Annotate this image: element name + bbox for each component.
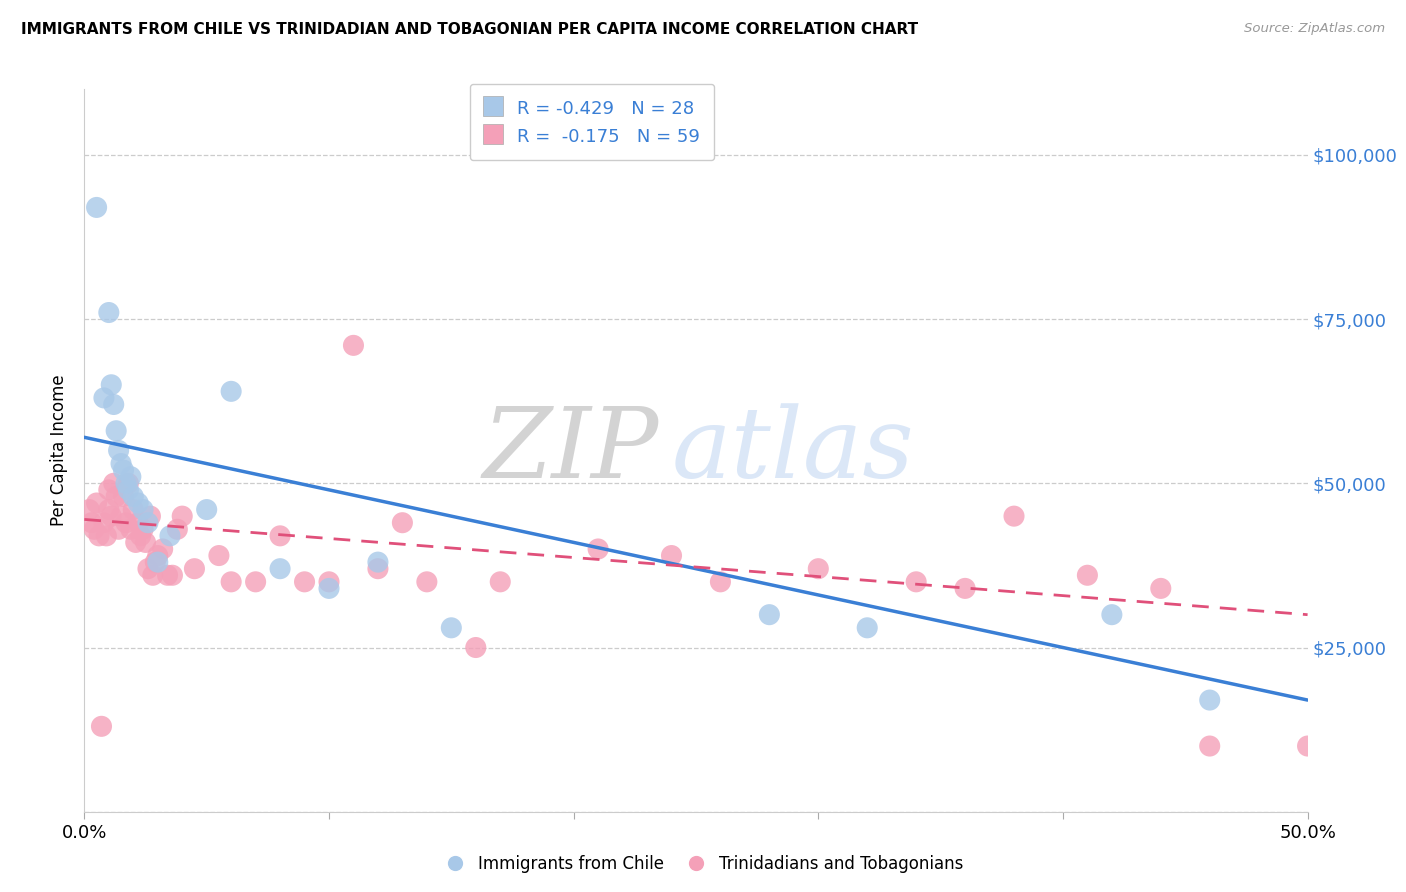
Point (105, 424, 128, 438)
Point (807, 562, 830, 576)
Point (586, 541, 609, 556)
Point (97, 305, 120, 319)
Point (152, 541, 174, 556)
Point (110, 457, 132, 471)
Text: ZIP: ZIP (484, 403, 659, 498)
Point (100, 377, 122, 392)
Point (129, 529, 152, 543)
Point (115, 476, 138, 491)
Point (219, 384, 242, 399)
Point (1101, 607, 1123, 622)
Legend: R = -0.429   N = 28, R =  -0.175   N = 59: R = -0.429 N = 28, R = -0.175 N = 59 (470, 84, 714, 161)
Point (318, 574, 340, 589)
Point (440, 621, 463, 635)
Point (112, 463, 135, 477)
Y-axis label: Per Capita Income: Per Capita Income (51, 375, 69, 526)
Point (125, 535, 148, 549)
Point (132, 522, 155, 536)
Point (136, 562, 159, 576)
Point (120, 522, 142, 536)
Point (105, 490, 128, 504)
Point (269, 562, 291, 576)
Point (100, 509, 122, 524)
Point (86, 496, 108, 510)
Point (103, 397, 125, 411)
Text: atlas: atlas (672, 403, 914, 498)
Point (166, 522, 188, 536)
Legend: Immigrants from Chile, Trinidadians and Tobagonians: Immigrants from Chile, Trinidadians and … (436, 848, 970, 880)
Point (159, 529, 181, 543)
Point (110, 509, 132, 524)
Text: Source: ZipAtlas.com: Source: ZipAtlas.com (1244, 22, 1385, 36)
Point (97, 483, 120, 497)
Point (97, 502, 120, 516)
Point (391, 516, 413, 530)
Point (77, 502, 100, 516)
Point (953, 582, 976, 596)
Point (905, 574, 928, 589)
Point (127, 496, 149, 510)
Point (661, 549, 683, 563)
Point (90, 719, 112, 733)
Point (117, 476, 139, 491)
Point (709, 574, 731, 589)
Point (120, 469, 142, 483)
Point (1296, 739, 1319, 753)
Point (135, 535, 157, 549)
Point (1198, 693, 1220, 707)
Point (183, 562, 205, 576)
Point (1198, 739, 1220, 753)
Point (143, 555, 166, 569)
Point (208, 549, 231, 563)
Point (156, 568, 179, 582)
Point (318, 582, 340, 596)
Point (146, 555, 169, 569)
Point (342, 338, 364, 352)
Point (107, 443, 129, 458)
Point (172, 509, 194, 524)
Point (132, 502, 155, 516)
Point (162, 568, 184, 582)
Point (416, 574, 439, 589)
Point (93, 516, 115, 530)
Point (86, 201, 108, 215)
Point (146, 549, 169, 563)
Point (195, 502, 218, 516)
Point (245, 574, 267, 589)
Point (107, 522, 129, 536)
Point (93, 391, 115, 405)
Point (464, 640, 486, 655)
Point (87, 529, 110, 543)
Point (96, 529, 118, 543)
Point (219, 574, 242, 589)
Point (139, 509, 162, 524)
Point (269, 529, 291, 543)
Point (117, 483, 139, 497)
Point (122, 502, 145, 516)
Point (367, 562, 389, 576)
Point (142, 568, 165, 582)
Point (83, 522, 105, 536)
Point (367, 555, 389, 569)
Point (136, 516, 159, 530)
Point (489, 574, 512, 589)
Point (1076, 568, 1098, 582)
Text: IMMIGRANTS FROM CHILE VS TRINIDADIAN AND TOBAGONIAN PER CAPITA INCOME CORRELATIO: IMMIGRANTS FROM CHILE VS TRINIDADIAN AND… (21, 22, 918, 37)
Point (127, 516, 149, 530)
Point (115, 516, 138, 530)
Point (1002, 509, 1025, 524)
Point (112, 490, 135, 504)
Point (122, 490, 145, 504)
Point (856, 621, 879, 635)
Point (80, 516, 103, 530)
Point (103, 476, 125, 491)
Point (294, 574, 316, 589)
Point (1150, 582, 1173, 596)
Point (758, 607, 780, 622)
